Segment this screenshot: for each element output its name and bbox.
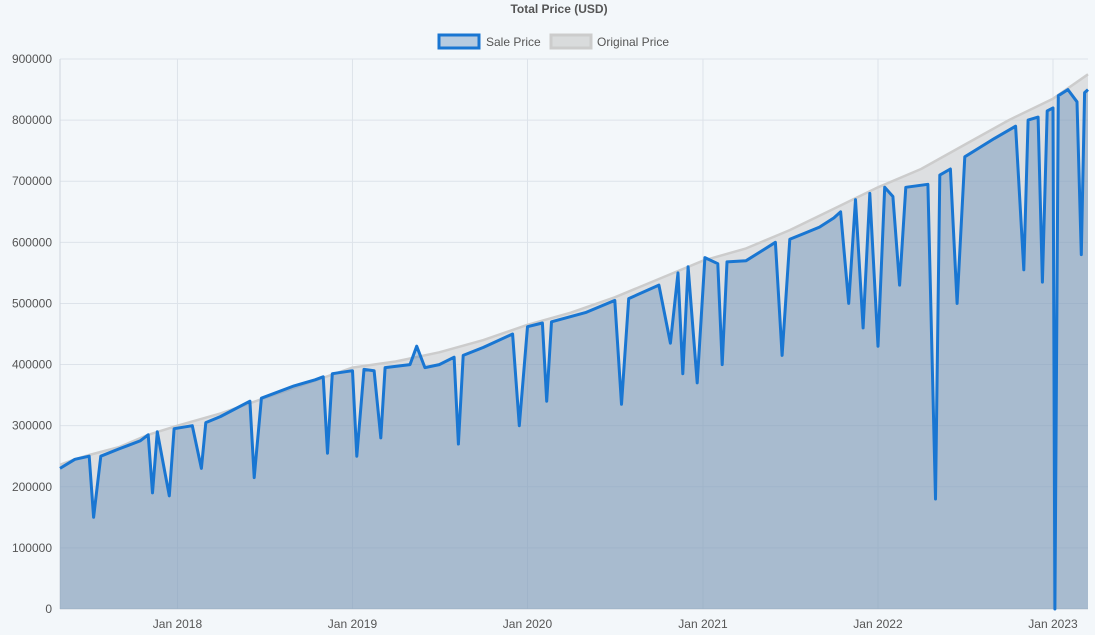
y-tick-label: 800000 bbox=[12, 113, 52, 127]
x-tick-label: Jan 2022 bbox=[853, 617, 903, 631]
x-tick-label: Jan 2018 bbox=[153, 617, 203, 631]
y-axis: 0 100000 200000 300000 400000 500000 600000 700… bbox=[12, 52, 61, 616]
series-line-sale-price bbox=[59, 88, 1089, 611]
chart-title: Total Price (USD) bbox=[510, 2, 607, 16]
x-tick-label: Jan 2023 bbox=[1028, 617, 1078, 631]
y-tick-label: 300000 bbox=[12, 419, 52, 433]
legend-label-sale-price[interactable]: Sale Price bbox=[486, 35, 541, 49]
series-area-original-price bbox=[60, 74, 1088, 610]
y-tick-label: 0 bbox=[45, 602, 52, 616]
x-axis: Jan 2018 Jan 2019 Jan 2020 Jan 2021 Jan 2022… bbox=[60, 608, 1088, 631]
legend[interactable]: Sale Price Original Price bbox=[437, 33, 669, 50]
legend-swatch-original-price[interactable] bbox=[549, 33, 593, 50]
y-tick-label: 700000 bbox=[12, 174, 52, 188]
legend-swatch-sale-price[interactable] bbox=[437, 33, 481, 50]
y-tick-label: 400000 bbox=[12, 358, 52, 372]
x-tick-label: Jan 2019 bbox=[328, 617, 378, 631]
y-tick-label: 600000 bbox=[12, 235, 52, 249]
x-tick-label: Jan 2020 bbox=[503, 617, 553, 631]
series-area-sale-price bbox=[60, 89, 1088, 610]
legend-label-original-price[interactable]: Original Price bbox=[597, 35, 669, 49]
y-tick-label: 900000 bbox=[12, 52, 52, 66]
y-tick-label: 100000 bbox=[12, 541, 52, 555]
series-layer bbox=[59, 73, 1089, 611]
y-tick-label: 500000 bbox=[12, 296, 52, 310]
x-tick-label: Jan 2021 bbox=[678, 617, 728, 631]
y-tick-label: 200000 bbox=[12, 480, 52, 494]
